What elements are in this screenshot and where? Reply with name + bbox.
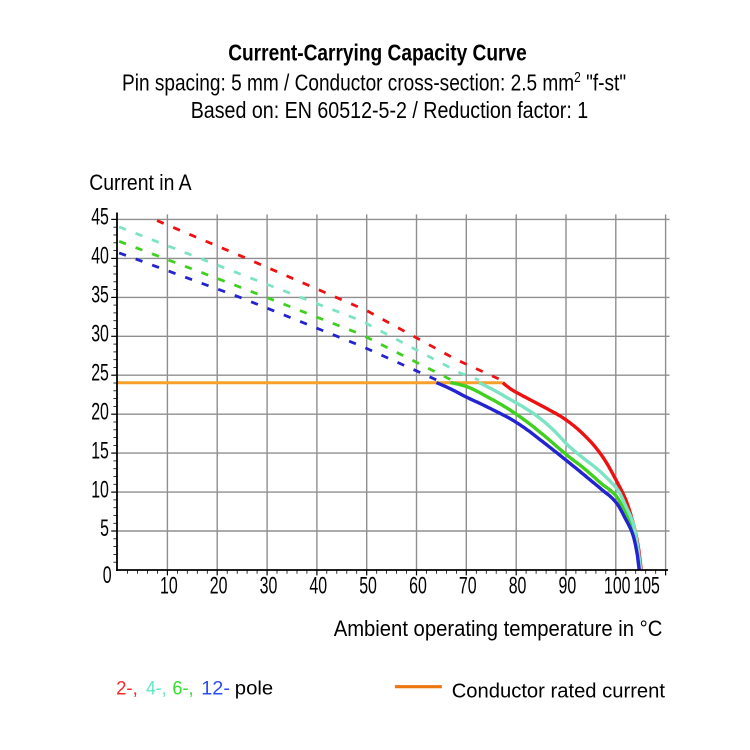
svg-text:35: 35 bbox=[91, 281, 109, 308]
svg-text:25: 25 bbox=[91, 359, 109, 386]
svg-text:90: 90 bbox=[559, 572, 577, 599]
svg-text:30: 30 bbox=[260, 572, 278, 599]
svg-text:100: 100 bbox=[604, 572, 630, 599]
svg-text:15: 15 bbox=[91, 437, 109, 464]
svg-text:70: 70 bbox=[459, 572, 477, 599]
svg-text:60: 60 bbox=[409, 572, 427, 599]
svg-text:Conductor rated current: Conductor rated current bbox=[452, 680, 666, 702]
svg-text:4-,: 4-, bbox=[146, 677, 167, 699]
svg-text:10: 10 bbox=[91, 476, 109, 503]
svg-text:Current-Carrying Capacity Curv: Current-Carrying Capacity Curve bbox=[228, 41, 527, 66]
svg-text:Ambient operating temperature: Ambient operating temperature in °C bbox=[334, 617, 663, 641]
svg-text:Based on: EN 60512-5-2 / Reduc: Based on: EN 60512-5-2 / Reduction facto… bbox=[191, 98, 588, 124]
svg-text:50: 50 bbox=[359, 572, 377, 599]
svg-text:Pin spacing: 5 mm / Conductor: Pin spacing: 5 mm / Conductor cross-sect… bbox=[122, 69, 626, 96]
svg-text:40: 40 bbox=[309, 572, 327, 599]
svg-text:80: 80 bbox=[509, 572, 527, 599]
svg-text:20: 20 bbox=[210, 572, 228, 599]
svg-text:0: 0 bbox=[103, 562, 112, 589]
svg-text:Current in A: Current in A bbox=[89, 171, 192, 195]
svg-text:40: 40 bbox=[91, 242, 109, 269]
svg-text:6-,: 6-, bbox=[172, 677, 193, 698]
svg-text:30: 30 bbox=[91, 320, 109, 347]
svg-text:12-: 12- bbox=[201, 678, 230, 699]
svg-text:5: 5 bbox=[100, 515, 109, 542]
svg-text:2-,: 2-, bbox=[116, 677, 138, 698]
svg-text:20: 20 bbox=[91, 398, 109, 425]
svg-text:105: 105 bbox=[633, 572, 659, 599]
svg-text:10: 10 bbox=[160, 572, 178, 599]
svg-text:45: 45 bbox=[91, 203, 109, 230]
svg-text:pole: pole bbox=[235, 678, 273, 699]
